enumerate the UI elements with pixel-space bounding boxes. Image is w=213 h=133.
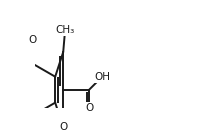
Text: O: O <box>85 103 93 113</box>
Text: O: O <box>59 122 67 132</box>
Text: CH₃: CH₃ <box>55 25 75 35</box>
Text: O: O <box>29 35 37 45</box>
Text: OH: OH <box>94 72 110 82</box>
